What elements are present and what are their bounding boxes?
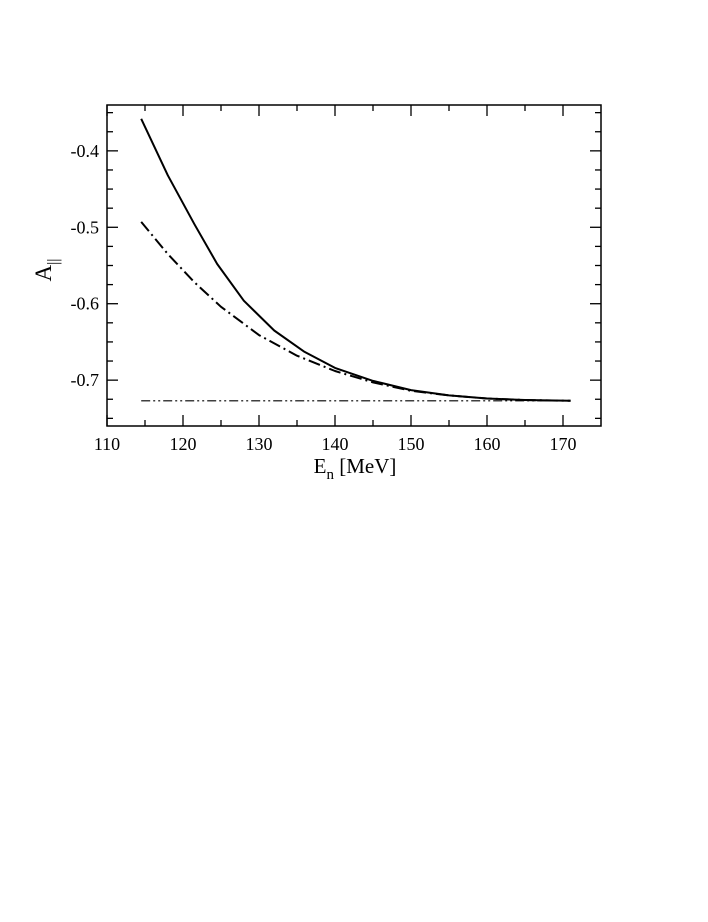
- x-axis-label: En [MeV]: [314, 454, 397, 483]
- y-axis-label: A||: [31, 258, 62, 281]
- y-tick-label: -0.4: [71, 141, 100, 161]
- series-line-dash-dot: [140, 221, 571, 402]
- x-tick-label: 150: [398, 434, 425, 454]
- series-line-solid: [140, 118, 571, 402]
- y-tick-label: -0.6: [71, 294, 100, 314]
- y-axis-label-subscript: ||: [45, 258, 62, 264]
- labels-layer: En [MeV] A||: [31, 258, 396, 483]
- x-tick-label: 170: [550, 434, 577, 454]
- series-layer: [140, 118, 571, 402]
- y-axis-label-main: A: [31, 265, 56, 282]
- x-tick-label: 110: [94, 434, 120, 454]
- plot-frame: [106, 104, 602, 427]
- x-tick-label: 140: [322, 434, 349, 454]
- x-tick-label: 160: [474, 434, 501, 454]
- y-tick-label: -0.5: [71, 217, 100, 237]
- x-axis-label-main: E: [314, 454, 327, 478]
- x-axis-label-subscript: n: [326, 467, 334, 483]
- x-tick-label: 120: [170, 434, 197, 454]
- x-axis-label-rest: [MeV]: [334, 454, 396, 478]
- axes-layer: 110 120 130 140 150 160 170 -0.4 -0.5 -0.6 -0.7: [71, 105, 601, 454]
- y-tick-label: -0.7: [71, 370, 100, 390]
- frame-layer: [106, 104, 602, 427]
- x-tick-label: 130: [246, 434, 273, 454]
